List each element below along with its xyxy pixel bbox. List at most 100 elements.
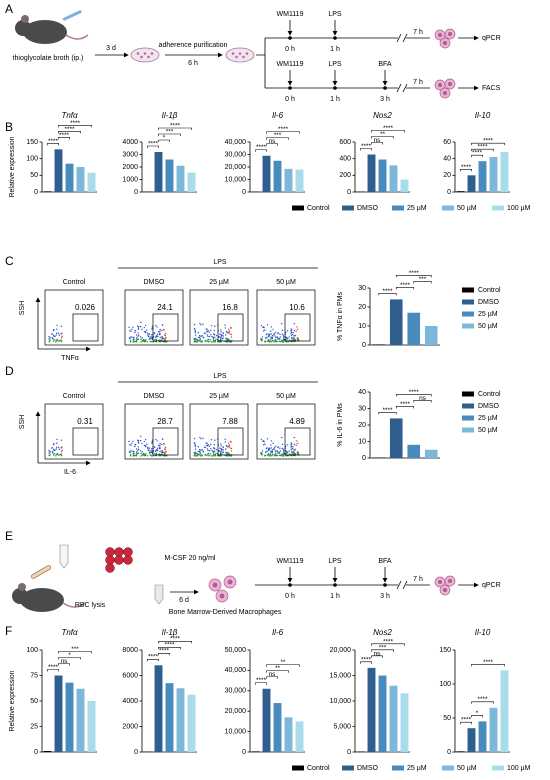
flow-event bbox=[230, 333, 233, 336]
y-tick-label: 0 bbox=[447, 189, 451, 196]
flow-event bbox=[164, 452, 166, 455]
flow-event bbox=[227, 455, 229, 457]
flow-event bbox=[137, 338, 140, 340]
mouse-ear bbox=[21, 15, 29, 23]
flow-event bbox=[206, 334, 209, 336]
flow-event bbox=[137, 325, 140, 328]
flow-event bbox=[202, 323, 204, 325]
bar bbox=[372, 344, 386, 345]
flow-event bbox=[273, 448, 275, 450]
flow-event bbox=[198, 448, 201, 451]
bar bbox=[251, 751, 260, 752]
bar bbox=[87, 172, 96, 192]
significance-label: ns bbox=[374, 650, 382, 657]
flow-event bbox=[144, 454, 147, 457]
flow-event bbox=[199, 322, 201, 325]
dish-cell bbox=[140, 55, 143, 59]
y-tick-label: 50 bbox=[443, 715, 451, 722]
bar bbox=[489, 707, 498, 752]
significance-bracket bbox=[413, 281, 432, 284]
flow-event bbox=[279, 450, 282, 452]
significance-bracket bbox=[460, 169, 472, 172]
flow-event bbox=[137, 332, 139, 334]
flow-event bbox=[210, 329, 212, 332]
dish-cell bbox=[147, 55, 150, 59]
flow-event bbox=[128, 337, 131, 339]
flow-event bbox=[164, 341, 166, 343]
flow-event bbox=[271, 449, 274, 451]
y-tick-label: 0 bbox=[134, 749, 138, 756]
bar bbox=[76, 167, 85, 192]
flow-event bbox=[204, 446, 206, 449]
flow-event bbox=[144, 438, 147, 441]
significance-bracket bbox=[378, 293, 397, 296]
flow-event bbox=[164, 332, 167, 335]
time-point bbox=[288, 86, 292, 90]
flow-event bbox=[158, 341, 161, 343]
legend-swatch bbox=[462, 391, 474, 397]
flow-event bbox=[129, 330, 131, 332]
flow-event bbox=[224, 438, 226, 440]
flow-event bbox=[213, 339, 216, 342]
y-tick-label: 600 bbox=[339, 139, 351, 146]
flow-event bbox=[220, 336, 222, 339]
flow-event bbox=[134, 330, 136, 332]
flow-header: LPS bbox=[213, 373, 227, 380]
flow-event bbox=[139, 439, 142, 442]
flow-event bbox=[281, 339, 283, 342]
flow-event bbox=[132, 440, 134, 443]
significance-label: **** bbox=[400, 282, 411, 289]
cell-nucleus bbox=[443, 588, 447, 592]
flow-event bbox=[273, 332, 276, 335]
bar bbox=[65, 163, 74, 192]
flow-event bbox=[156, 334, 158, 337]
flow-event bbox=[271, 337, 273, 340]
flow-event bbox=[146, 341, 148, 343]
legend-swatch bbox=[462, 427, 474, 433]
flow-event bbox=[199, 436, 201, 439]
flow-event bbox=[282, 335, 285, 338]
time-label: 7 h bbox=[413, 29, 423, 36]
dish bbox=[225, 47, 255, 63]
bar bbox=[43, 191, 52, 192]
significance-bracket bbox=[158, 133, 181, 136]
flow-event bbox=[278, 454, 280, 456]
flow-event bbox=[136, 451, 138, 453]
flow-event bbox=[129, 340, 132, 342]
flow-event bbox=[205, 331, 208, 333]
flow-event bbox=[281, 455, 284, 457]
flow-event bbox=[193, 328, 196, 330]
flow-y-label: SSH bbox=[19, 301, 26, 315]
flow-event bbox=[293, 335, 295, 337]
flow-event bbox=[197, 446, 200, 448]
flow-event bbox=[222, 446, 224, 448]
gate bbox=[284, 313, 311, 342]
dish-cell bbox=[242, 55, 245, 59]
bar bbox=[154, 152, 163, 192]
bar bbox=[295, 721, 304, 752]
legend-label: 50 µM bbox=[478, 427, 498, 434]
flow-event bbox=[148, 338, 151, 340]
flow-event bbox=[265, 451, 267, 453]
flow-event bbox=[260, 452, 262, 455]
flow-event bbox=[132, 341, 135, 343]
flow-event bbox=[146, 443, 148, 445]
flow-event bbox=[272, 442, 274, 445]
significance-bracket bbox=[371, 136, 394, 139]
significance-bracket bbox=[371, 130, 405, 133]
significance-bracket bbox=[266, 137, 289, 140]
gate bbox=[72, 427, 99, 456]
flow-event bbox=[295, 330, 297, 332]
flow-event bbox=[204, 454, 206, 456]
significance-bracket bbox=[471, 142, 505, 146]
bar bbox=[407, 312, 421, 345]
significance-bracket bbox=[58, 131, 81, 134]
flow-event bbox=[274, 335, 276, 337]
significance-bracket bbox=[371, 142, 383, 145]
flow-event bbox=[222, 332, 224, 334]
flow-event bbox=[297, 338, 299, 340]
significance-bracket bbox=[471, 715, 483, 718]
flow-event bbox=[61, 449, 63, 452]
rbc bbox=[114, 555, 124, 565]
flow-event bbox=[60, 447, 62, 449]
